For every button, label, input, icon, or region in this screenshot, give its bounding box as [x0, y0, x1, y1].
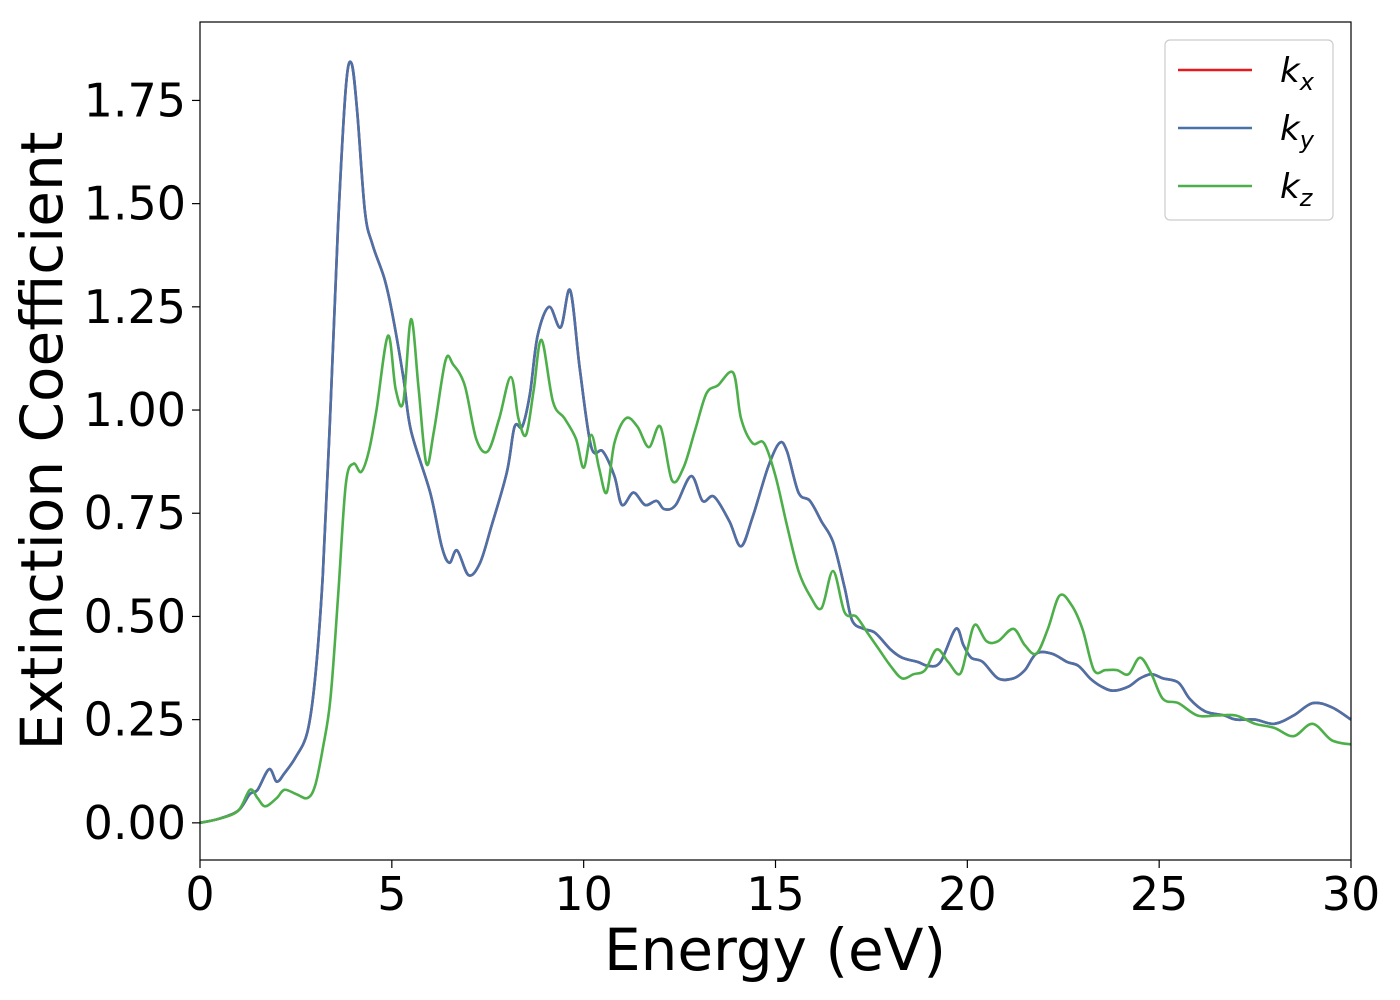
y-axis-title: Extinction Coefficient: [8, 132, 76, 751]
y-axis: 0.00 0.25 0.50 0.75 1.00 1.25 1.50 1.75: [84, 73, 200, 850]
legend-label-z: kz: [1280, 167, 1314, 212]
plot-area: [200, 22, 1351, 860]
y-tick-label: 0.50: [84, 589, 186, 643]
legend-label-y: ky: [1280, 109, 1315, 154]
x-tick-label: 5: [377, 867, 406, 921]
x-tick-label: 25: [1130, 867, 1189, 921]
legend: kx ky kz: [1164, 39, 1334, 221]
y-tick-label: 1.00: [84, 383, 186, 437]
x-axis: 0 5 10 15 20 25 30: [185, 860, 1380, 921]
series-line-y: [199, 60, 1352, 825]
series-layer: [199, 60, 1352, 825]
y-tick-label: 0.00: [84, 796, 186, 850]
x-tick-label: 15: [746, 867, 805, 921]
y-tick-label: 1.50: [84, 177, 186, 231]
series-line-z: [199, 317, 1352, 825]
legend-box: [1164, 39, 1334, 221]
legend-label-x: kx: [1280, 51, 1315, 96]
y-tick-label: 0.75: [84, 486, 186, 540]
y-tick-label: 0.25: [84, 693, 186, 747]
x-tick-label: 20: [938, 867, 997, 921]
x-tick-label: 10: [554, 867, 613, 921]
x-axis-title: Energy (eV): [604, 916, 946, 984]
y-tick-label: 1.25: [84, 280, 186, 334]
x-tick-label: 30: [1322, 867, 1381, 921]
x-tick-label: 0: [185, 867, 214, 921]
y-tick-label: 1.75: [84, 73, 186, 127]
